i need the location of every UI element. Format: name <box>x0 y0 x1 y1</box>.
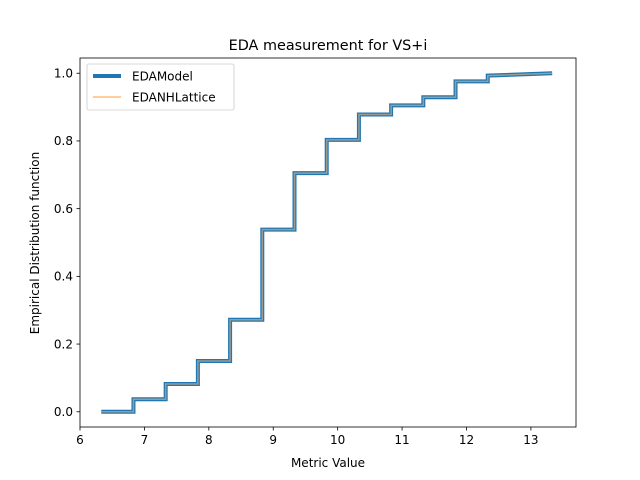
legend-label-edamodel: EDAModel <box>132 69 193 83</box>
x-tick-label: 7 <box>141 433 149 447</box>
series-line-edanhlattice <box>101 72 553 413</box>
x-axis-label: Metric Value <box>291 456 365 470</box>
axes: 6 7 8 9 10 11 12 13 0.0 0.2 0.4 0.6 0.8 1.0 <box>54 57 577 447</box>
y-tick-label: 0.0 <box>54 405 73 419</box>
legend-label-edanhlattice: EDANHLattice <box>132 90 216 104</box>
axes-frame <box>79 57 577 428</box>
x-tick-label: 11 <box>394 433 409 447</box>
x-tick-label: 9 <box>269 433 277 447</box>
x-tick-label: 6 <box>76 433 84 447</box>
x-tick-label: 12 <box>459 433 474 447</box>
x-tick-label: 10 <box>330 433 345 447</box>
x-tick-label: 8 <box>205 433 213 447</box>
legend: EDAModel EDANHLattice <box>86 63 235 111</box>
chart-title: EDA measurement for VS+i <box>229 38 428 54</box>
y-axis-label: Empirical Distribution function <box>28 152 42 334</box>
y-tick-label: 1.0 <box>54 67 73 81</box>
y-tick-label: 0.6 <box>54 202 73 216</box>
y-tick-label: 0.2 <box>54 337 73 351</box>
legend-box <box>86 63 235 111</box>
plot-area <box>101 71 553 414</box>
x-tick-label: 13 <box>523 433 538 447</box>
y-tick-label: 0.4 <box>54 270 73 284</box>
y-tick-label: 0.8 <box>54 134 73 148</box>
